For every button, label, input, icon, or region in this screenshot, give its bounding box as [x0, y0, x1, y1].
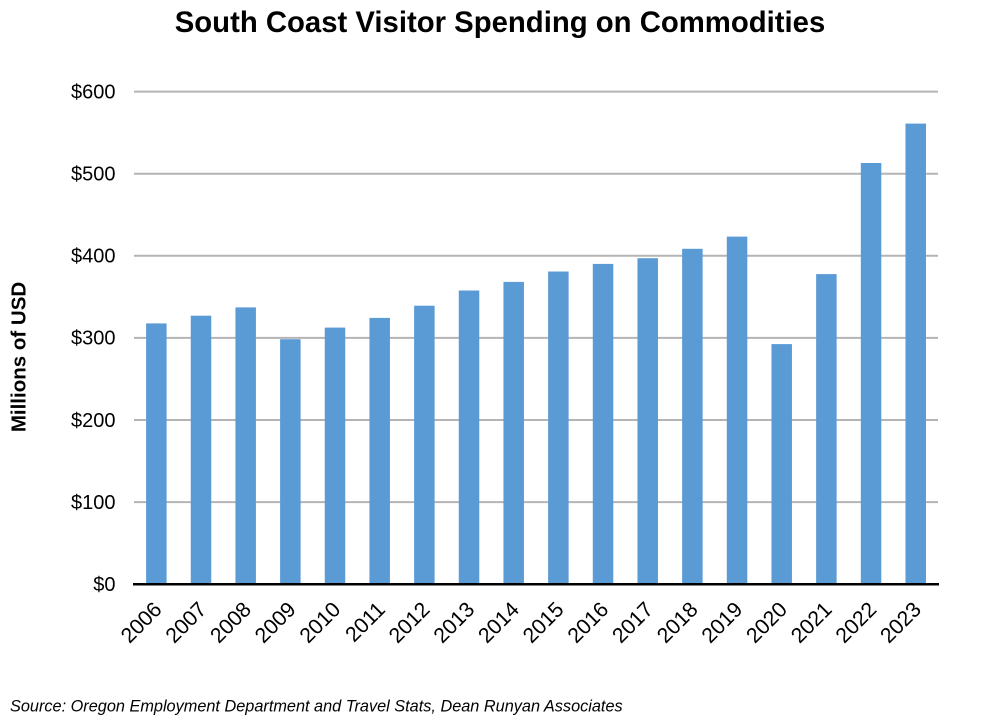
svg-text:$300: $300 [71, 328, 116, 350]
svg-text:South Coast Visitor Spending o: South Coast Visitor Spending on Commodit… [175, 6, 826, 39]
svg-text:Millions of USD: Millions of USD [8, 282, 31, 432]
svg-text:Source: Oregon Employment Depa: Source: Oregon Employment Department and… [10, 697, 623, 715]
svg-text:$600: $600 [71, 81, 116, 103]
svg-text:$500: $500 [71, 164, 116, 186]
svg-text:$100: $100 [71, 492, 116, 514]
svg-text:$400: $400 [71, 246, 116, 268]
svg-text:$0: $0 [93, 574, 115, 596]
svg-text:$200: $200 [71, 410, 116, 432]
